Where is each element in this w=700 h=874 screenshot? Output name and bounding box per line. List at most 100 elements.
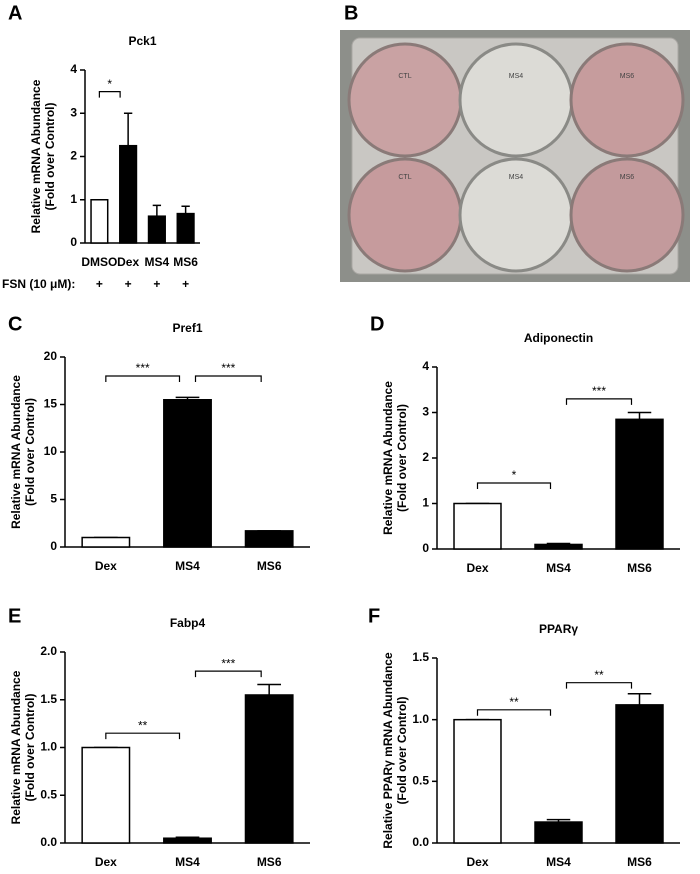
panel-letter: E (8, 605, 21, 627)
bar (176, 212, 195, 244)
significance-label: * (512, 468, 517, 482)
significance-bracket (98, 91, 121, 98)
x-tick-label: DMSO (81, 255, 117, 269)
y-tick-label: 4 (422, 359, 429, 373)
x-tick-label: MS6 (257, 855, 282, 869)
significance-label: *** (592, 384, 606, 398)
bar (615, 418, 664, 550)
y-tick-label: 15 (44, 397, 58, 411)
y-tick-label: 1.5 (412, 650, 429, 664)
y-axis-label: Relative PPARγ mRNA Abundance (381, 652, 395, 849)
bar (147, 215, 166, 244)
well-label: CTL (398, 174, 411, 181)
significance-bracket (194, 375, 262, 382)
panel-letter: B (344, 2, 358, 24)
y-tick-label: 1.0 (412, 712, 429, 726)
y-axis-label: Relative mRNA Abundance (29, 79, 43, 233)
y-tick-label: 4 (70, 62, 77, 76)
y-tick-label: 20 (44, 349, 58, 363)
y-tick-label: 2 (70, 149, 77, 163)
well (458, 42, 574, 158)
y-tick-label: 3 (70, 105, 77, 119)
y-tick-label: 0 (50, 539, 57, 553)
y-tick-label: 5 (50, 492, 57, 506)
row-value: + (125, 277, 132, 291)
y-tick-label: 2.0 (40, 644, 57, 658)
chart-title: Adiponectin (524, 331, 593, 345)
significance-bracket (105, 732, 181, 740)
x-tick-label: Dex (466, 561, 488, 575)
x-tick-label: Dex (95, 559, 117, 573)
significance-bracket (105, 375, 181, 382)
y-tick-label: 1 (422, 496, 429, 510)
y-tick-label: 1.0 (40, 740, 57, 754)
y-tick-label: 0.5 (40, 787, 57, 801)
x-tick-label: MS4 (546, 855, 571, 869)
photo: B CTL MS4 MS6 CTL MS4 MS6 (340, 2, 690, 282)
significance-bracket (476, 482, 552, 490)
panel-letter: A (8, 2, 22, 24)
x-tick-label: MS6 (173, 255, 198, 269)
significance-bracket (476, 709, 552, 716)
bar (244, 694, 294, 844)
y-tick-label: 1 (70, 192, 77, 206)
y-tick-label: 2 (422, 450, 429, 464)
significance-label: * (107, 77, 112, 91)
row-value: + (153, 277, 160, 291)
x-tick-label: MS6 (627, 855, 652, 869)
significance-bracket (565, 682, 633, 689)
bar (163, 837, 212, 844)
bar (534, 543, 583, 550)
y-tick-label: 10 (44, 444, 58, 458)
significance-label: ** (509, 695, 519, 709)
y-axis-label: (Fold over Control) (23, 694, 37, 802)
bar (81, 536, 131, 548)
bar (90, 199, 109, 244)
y-tick-label: 3 (422, 405, 429, 419)
chart-title: Pck1 (128, 34, 156, 48)
row-value: + (182, 277, 189, 291)
well-label: MS6 (620, 73, 635, 80)
x-tick-label: MS4 (175, 559, 200, 573)
chart-title: Fabp4 (170, 616, 206, 630)
y-tick-label: 0.0 (40, 835, 57, 849)
bar (615, 704, 664, 844)
chart-title: PPARγ (539, 622, 578, 636)
significance-label: ** (594, 668, 604, 682)
significance-bracket (194, 670, 262, 678)
y-tick-label: 0 (422, 541, 429, 555)
significance-label: *** (136, 361, 150, 375)
y-axis-label: (Fold over Control) (43, 103, 57, 211)
bar (534, 821, 583, 844)
y-axis-label: Relative mRNA Abundance (9, 375, 23, 529)
y-axis-label: (Fold over Control) (395, 404, 409, 512)
chart-title: Pref1 (172, 321, 202, 335)
well-label: CTL (398, 73, 411, 80)
x-tick-label: Dex (117, 255, 139, 269)
y-tick-label: 0.5 (412, 774, 429, 788)
well (569, 157, 685, 273)
bar (81, 746, 131, 844)
x-tick-label: Dex (95, 855, 117, 869)
y-axis-label: (Fold over Control) (395, 697, 409, 805)
bar (163, 399, 212, 548)
bar (453, 718, 502, 844)
x-tick-label: MS4 (175, 855, 200, 869)
y-tick-label: 0.0 (412, 835, 429, 849)
y-axis-label: Relative mRNA Abundance (381, 381, 395, 535)
bar (453, 502, 502, 550)
x-tick-label: MS6 (627, 561, 652, 575)
x-tick-label: MS4 (145, 255, 170, 269)
well (347, 42, 463, 158)
significance-bracket (565, 398, 633, 405)
x-tick-label: Dex (466, 855, 488, 869)
well-label: MS4 (509, 174, 524, 181)
well (569, 42, 685, 158)
significance-label: *** (221, 361, 235, 375)
panel-letter: F (368, 605, 380, 627)
y-axis-label: (Fold over Control) (23, 398, 37, 506)
row-value: + (96, 277, 103, 291)
y-axis-label: Relative mRNA Abundance (9, 670, 23, 824)
panel-letter: D (370, 313, 384, 335)
